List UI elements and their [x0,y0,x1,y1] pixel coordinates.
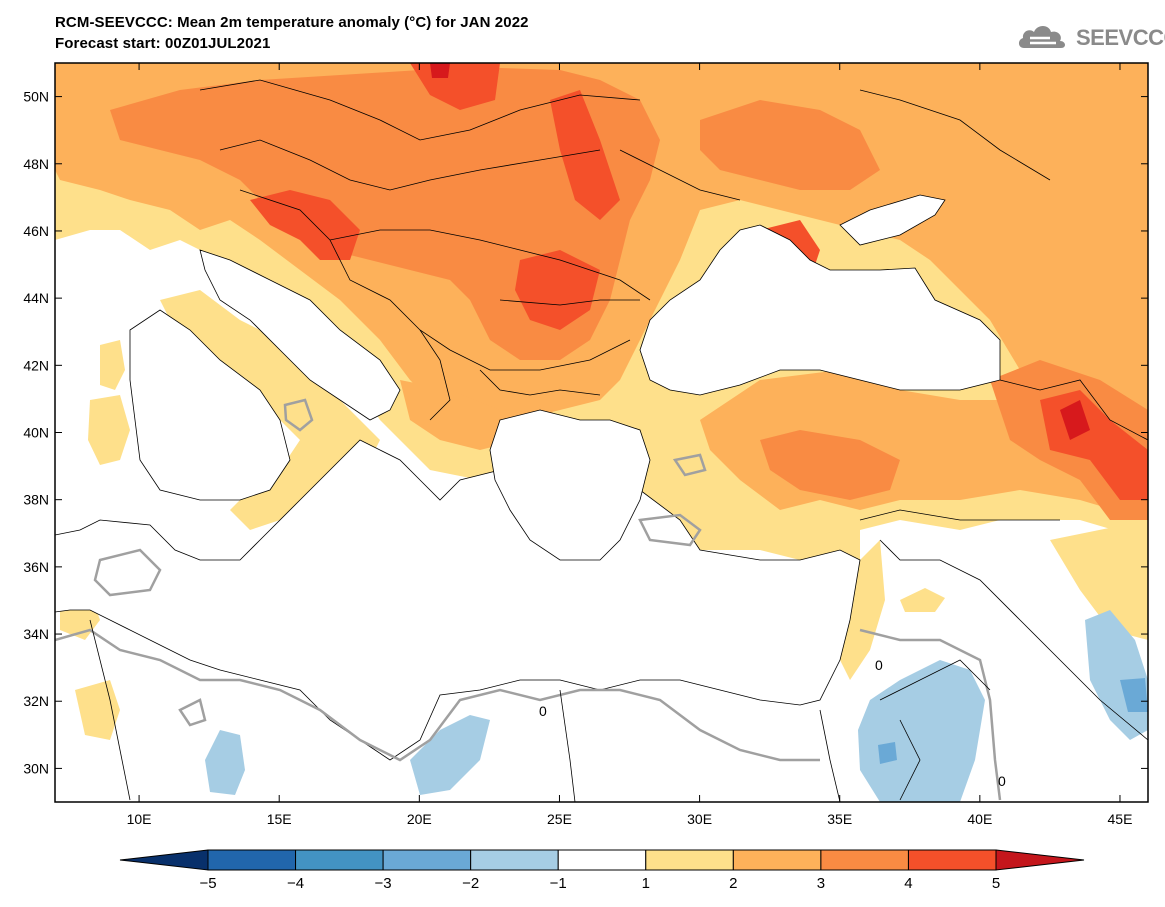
mediterranean-sea [55,439,861,761]
anomaly-1-2-levant [840,540,885,680]
anomaly-m1-m2-egypt [410,715,490,795]
lon-tick-label: 15E [267,811,292,827]
colorbar-label: −3 [375,875,392,892]
colorbar-label: 2 [729,875,737,892]
anomaly-1-2-sardinia [88,395,130,465]
colorbar-label: 5 [992,875,1000,892]
colorbar-label: −2 [462,875,479,892]
lat-tick-label: 30N [23,760,49,776]
zero-contour-label: 0 [539,703,547,719]
forecast-start: Forecast start: 00Z01JUL2021 [55,35,271,52]
colorbar-bin [557,849,647,871]
zero-contour-line [55,628,820,762]
colorbar-bin [645,849,734,871]
colorbar-label: −5 [199,875,216,892]
anomaly-gt5-patch [1060,400,1090,440]
lat-tick-label: 40N [23,425,49,441]
anomaly-m2-m3-iraq [1120,678,1148,712]
lat-tick-label: 48N [23,156,49,172]
colorbar-label: 4 [904,875,912,892]
colorbar-label: 3 [817,875,825,892]
anomaly-gt5-patch [430,63,450,78]
colorbar-below-arrow [119,849,209,871]
zero-contour-line [638,513,702,547]
colorbar-label: 1 [642,875,650,892]
title-block: RCM-SEEVCCC: Mean 2m temperature anomaly… [55,12,529,54]
zero-contour-label: 0 [875,657,883,673]
lat-tick-label: 32N [23,693,49,709]
colorbar-bin [820,849,909,871]
lat-tick-label: 34N [23,626,49,642]
cloud-icon [1018,26,1066,48]
anomaly-4-5-moldova [550,90,620,220]
black-sea [639,224,1001,396]
colorbar-bin [470,849,559,871]
zero-contour-line [672,453,707,477]
latitude-ticks: 50N 48N 46N 44N 42N 40N 38N 36N 34N 32N 30N [23,89,1148,776]
lat-tick-label: 50N [23,89,49,105]
lat-tick-label: 46N [23,223,49,239]
anomaly-4-5-alps [250,190,360,260]
longitude-ticks: 10E 15E 20E 25E 30E 35E 40E 45E [127,63,1133,827]
colorbar-bin [907,849,997,871]
lon-tick-label: 25E [547,811,572,827]
zero-contour-line [178,698,207,727]
anomaly-m2-m3-jordan [878,742,897,764]
logo-text: SEEVCCC [1076,25,1165,50]
colorbar-above-arrow [995,849,1085,871]
lat-tick-label: 42N [23,357,49,373]
aegean-sea [489,409,651,561]
colorbar-label: −4 [287,875,304,892]
colorbar: −5 −4 −3 −2 −1 1 2 3 4 5 [119,849,1085,892]
lon-tick-label: 20E [407,811,432,827]
lon-tick-label: 10E [127,811,152,827]
colorbar-bin [295,849,384,871]
lat-tick-label: 44N [23,290,49,306]
zero-contours [55,398,1002,801]
lat-tick-label: 38N [23,492,49,508]
colorbar-label: −1 [550,875,567,892]
anomaly-1-2-syria-patch [900,588,945,612]
zero-contour-label: 0 [998,773,1006,789]
colorbar-bin [382,849,472,871]
seevccc-logo: SEEVCCC [1016,20,1165,54]
anomaly-4-5-romania [515,250,600,330]
map-field: 0 0 0 [55,63,1148,802]
zero-contour-line [93,548,162,597]
colorbar-bin [207,849,297,871]
lon-tick-label: 45E [1108,811,1133,827]
anomaly-3-4-ukraine [700,100,880,190]
anomaly-m1-m2-libya [205,730,245,795]
country-borders [89,79,1148,802]
colorbar-bin [732,849,822,871]
sea-of-azov [839,194,946,246]
anomaly-3-4-anatolia [760,430,900,500]
lon-tick-label: 30E [687,811,712,827]
lon-tick-label: 40E [967,811,992,827]
anomaly-1-2-east-patch [1050,520,1148,640]
tyrrhenian-sea [129,309,291,501]
lon-tick-label: 35E [827,811,852,827]
map-title: RCM-SEEVCCC: Mean 2m temperature anomaly… [55,14,529,31]
lat-tick-label: 36N [23,559,49,575]
adriatic-sea [199,249,401,421]
zero-contour-line [283,398,314,432]
zero-contour-line [859,628,1002,801]
anomaly-1-2-corsica [100,340,125,390]
